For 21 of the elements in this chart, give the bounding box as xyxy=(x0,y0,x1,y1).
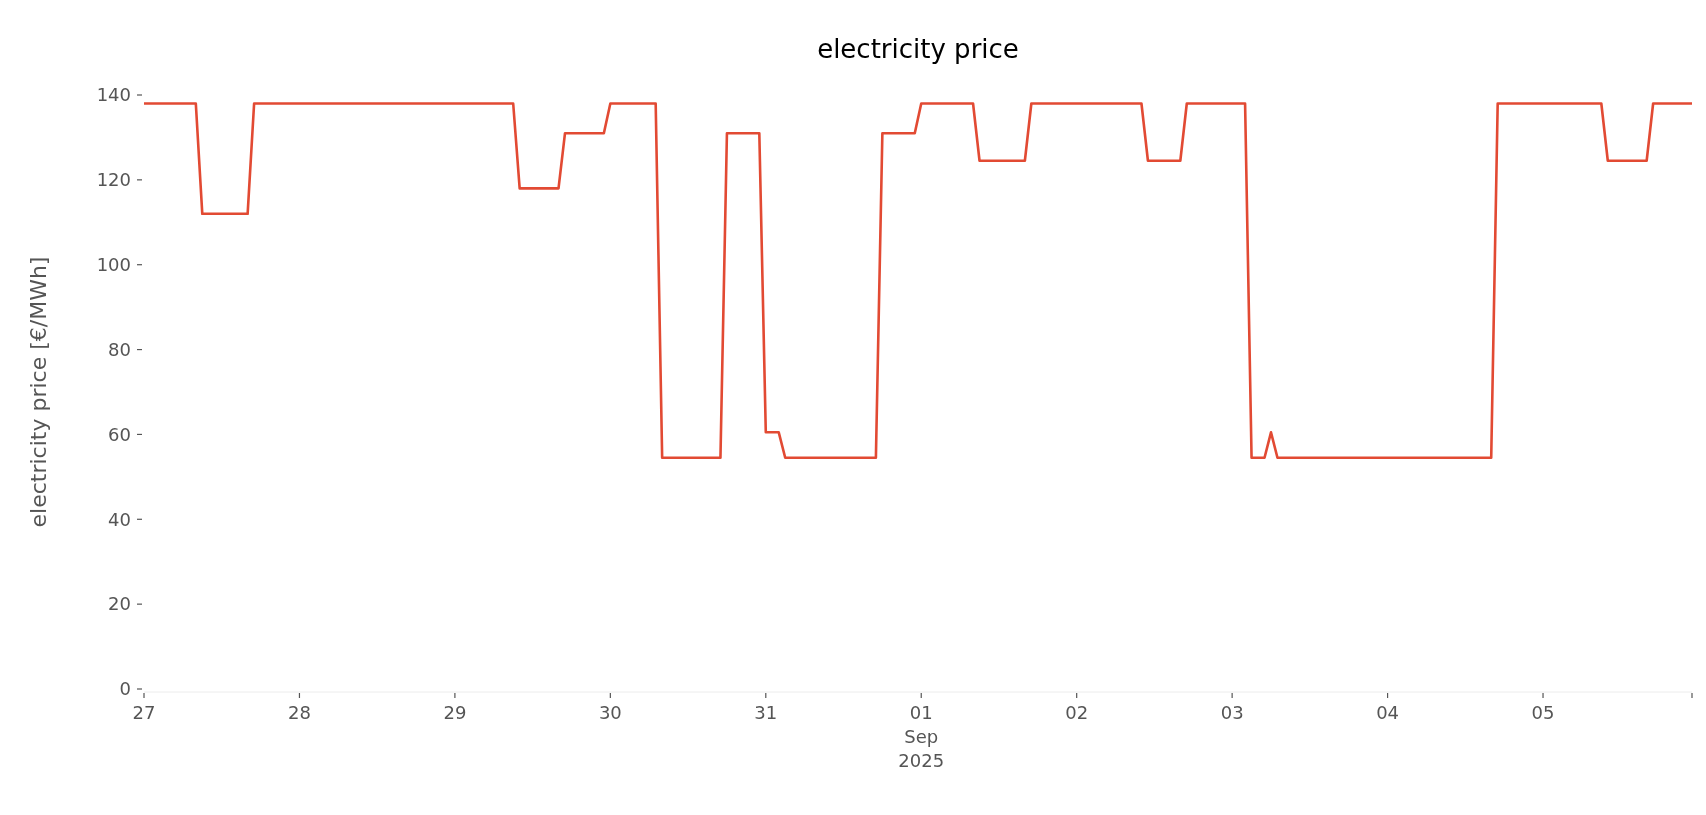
x-tick-label: 02 xyxy=(1065,702,1089,723)
y-tick-label: 60 xyxy=(108,423,131,445)
y-tick-label: 140 xyxy=(96,84,131,106)
line-series xyxy=(142,102,1694,460)
y-tick-label: 120 xyxy=(96,169,131,191)
x-tick-label: 29 xyxy=(443,702,467,723)
y-tick-label: 20 xyxy=(108,593,131,615)
y-tick-label: 0 xyxy=(119,678,131,700)
x-tick-label: 28 xyxy=(287,702,311,723)
x-tick-label: 31 xyxy=(754,702,778,723)
x-tick-label: 30 xyxy=(598,702,622,723)
x-tick-label: 01 Sep 2025 xyxy=(898,702,945,771)
chart-title: electricity price xyxy=(817,34,1019,64)
x-tick-label: 03 xyxy=(1220,702,1244,723)
y-tick-label: 100 xyxy=(96,254,131,276)
x-tick-label: 05 xyxy=(1531,702,1555,723)
y-tick-label: 40 xyxy=(108,508,131,530)
x-tick-label: 04 xyxy=(1376,702,1400,723)
x-tick-label: 27 xyxy=(132,702,156,723)
y-tick-label: 80 xyxy=(108,338,131,360)
y-axis-title: electricity price [€/MWh] xyxy=(26,256,51,528)
